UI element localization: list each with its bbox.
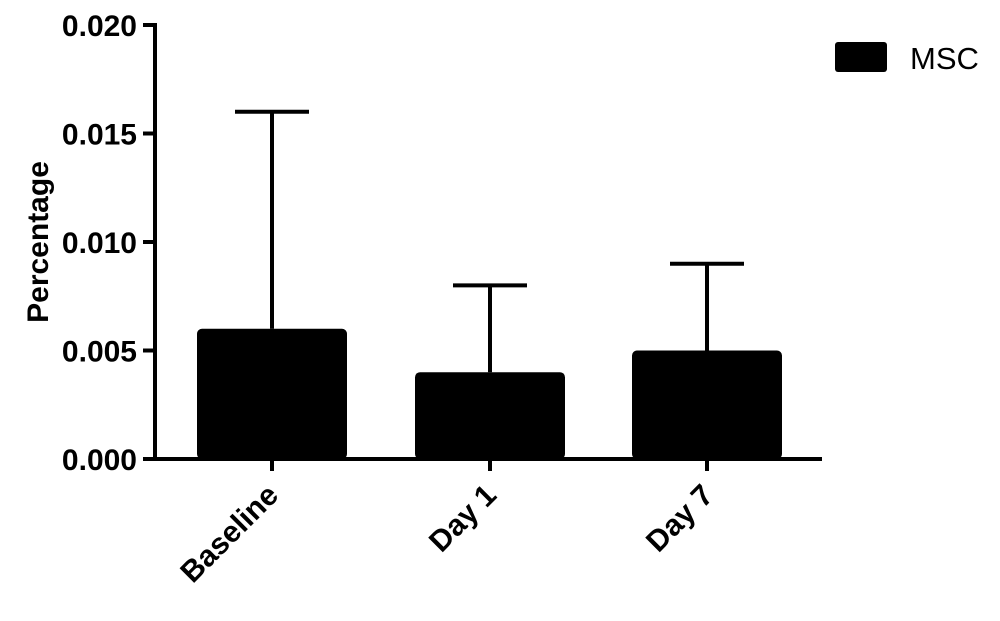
legend-label: MSC bbox=[910, 41, 979, 76]
y-tick-label: 0.000 bbox=[62, 444, 137, 477]
y-tick-label: 0.020 bbox=[62, 10, 137, 43]
y-tick-label: 0.010 bbox=[62, 227, 137, 260]
legend-swatch bbox=[835, 42, 887, 72]
bar bbox=[197, 328, 347, 459]
x-tick-label: Baseline bbox=[174, 479, 285, 590]
x-tick-label: Day 1 bbox=[423, 479, 503, 559]
plot-area: 0.000 0.005 0.010 0.015 0.020 Baseline Day 1 Da… bbox=[62, 10, 822, 589]
x-tick-label: Day 7 bbox=[640, 479, 720, 559]
bar bbox=[632, 350, 782, 459]
legend: MSC bbox=[835, 41, 979, 76]
y-tick-label: 0.005 bbox=[62, 336, 137, 369]
y-axis-title: Percentage bbox=[22, 161, 55, 323]
y-tick-label: 0.015 bbox=[62, 119, 137, 152]
bar bbox=[415, 372, 565, 459]
